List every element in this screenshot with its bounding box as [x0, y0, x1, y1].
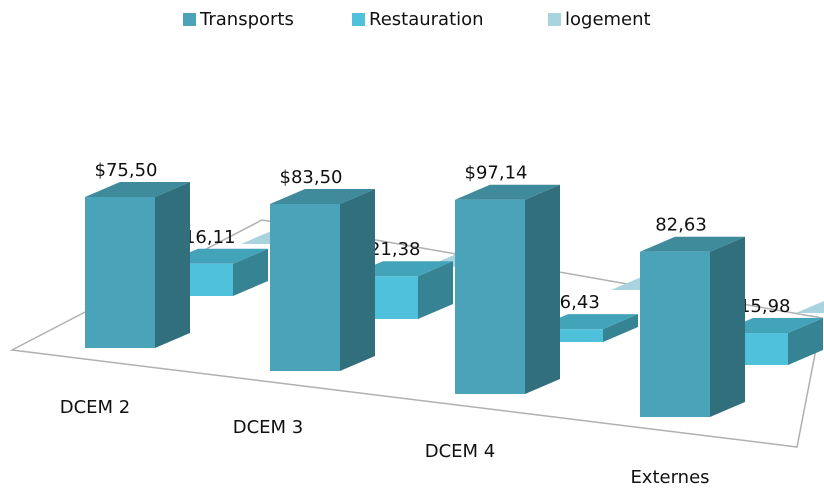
x-tick-label: DCEM 4 [425, 441, 496, 462]
legend-swatch [352, 13, 365, 26]
bar-side [710, 236, 745, 417]
bar-front [455, 199, 525, 394]
bar-side [233, 248, 268, 296]
data-label: $97,14 [465, 163, 528, 184]
bar [640, 236, 745, 417]
bar-front [640, 251, 710, 417]
data-label: 82,63 [655, 215, 707, 236]
bar-top [85, 182, 190, 197]
bar-top [640, 236, 745, 252]
data-label: $6,43 [548, 292, 600, 313]
bar-side [418, 261, 453, 319]
bar [455, 184, 560, 394]
bar-side [788, 318, 823, 365]
x-tick-label: DCEM 3 [233, 417, 304, 438]
bar-top [455, 184, 560, 200]
bar-side [155, 182, 190, 348]
bar-side [603, 314, 638, 342]
legend-swatch [548, 13, 561, 26]
bar [270, 189, 375, 371]
bar [796, 301, 824, 313]
bar-front [85, 197, 155, 348]
x-tick-label: DCEM 2 [60, 397, 131, 418]
legend-label: Transports [199, 9, 294, 30]
data-label: $75,50 [95, 160, 158, 181]
legend-swatch [183, 13, 196, 26]
bar-top [796, 301, 824, 313]
bar-front [270, 204, 340, 371]
bar-side [340, 189, 375, 371]
bar [85, 182, 190, 348]
bar-side [525, 184, 560, 394]
x-tick-label: Externes [630, 467, 709, 488]
legend-label: Restauration [369, 9, 484, 30]
data-label: $83,50 [280, 167, 343, 188]
legend-label: logement [565, 9, 651, 30]
bar-top [270, 189, 375, 204]
